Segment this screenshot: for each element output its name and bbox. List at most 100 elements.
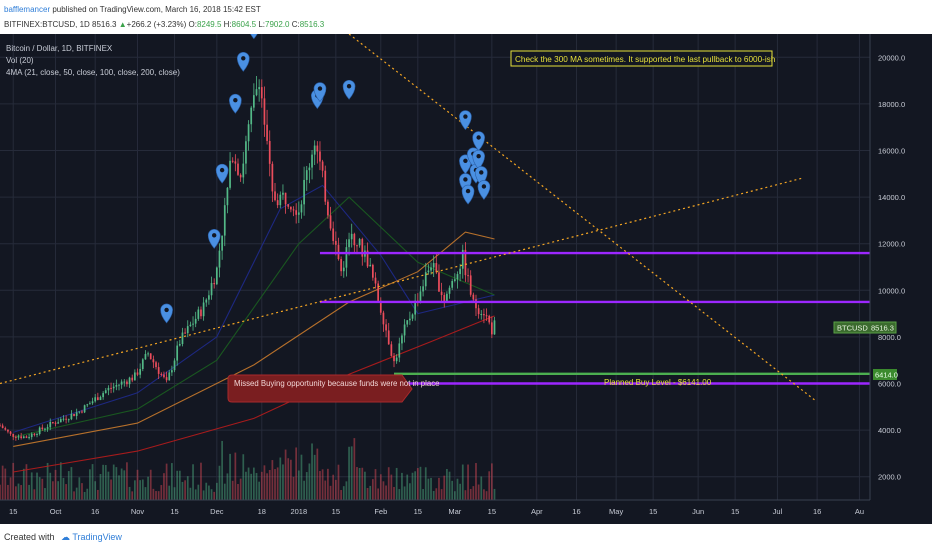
candle-body xyxy=(70,413,73,420)
candle-body xyxy=(395,357,398,362)
volume-bar xyxy=(260,471,263,500)
volume-bar xyxy=(374,469,377,500)
candle-body xyxy=(131,377,134,381)
volume-bar xyxy=(81,483,83,500)
candle-body xyxy=(353,233,356,246)
volume-bar xyxy=(168,485,171,500)
candle-body xyxy=(313,145,316,155)
candle-body xyxy=(215,267,218,285)
chart-area[interactable]: Bitcoin / Dollar, 1D, BITFINEX Vol (20) … xyxy=(0,34,932,524)
volume-bar xyxy=(316,448,319,500)
candle-body xyxy=(78,411,81,413)
author-link[interactable]: bafflemancer xyxy=(4,5,51,14)
volume-bar xyxy=(467,464,469,500)
candle-body xyxy=(155,362,157,368)
tradingview-link[interactable]: TradingView xyxy=(72,532,122,542)
x-tick-label: Au xyxy=(855,507,864,516)
trend-line xyxy=(0,177,802,385)
x-tick-label: Mar xyxy=(448,507,461,516)
candle-body xyxy=(406,320,409,325)
candle-body xyxy=(356,245,358,247)
volume-bar xyxy=(398,489,401,500)
volume-bar xyxy=(229,453,231,500)
candle-body xyxy=(390,344,393,356)
volume-bar xyxy=(342,486,345,500)
y-tick-label: 14000.0 xyxy=(878,193,905,202)
volume-bar xyxy=(258,481,261,500)
candle-body xyxy=(350,233,353,240)
candle-body xyxy=(36,433,38,435)
candle-body xyxy=(361,239,364,257)
volume-bar xyxy=(223,483,226,500)
candle-body xyxy=(488,315,491,323)
volume-bar xyxy=(414,471,417,500)
candle-body xyxy=(107,387,110,391)
event-marker-icon xyxy=(472,131,485,151)
open-value: 8249.5 xyxy=(196,20,222,29)
candle-body xyxy=(472,294,475,300)
candle-body xyxy=(490,322,493,335)
volume-bar xyxy=(200,462,202,500)
x-tick-label: 18 xyxy=(258,507,266,516)
candle-body xyxy=(176,345,179,361)
volume-bar xyxy=(17,483,20,500)
candle-body xyxy=(126,381,128,385)
volume-bar xyxy=(128,486,131,500)
volume-bar xyxy=(65,484,67,500)
price-axis[interactable]: 2000.0 4000.0 6000.0 8000.0 10000.0 12000.0 14… xyxy=(869,34,932,500)
chart-header: bafflemancer published on TradingView.co… xyxy=(0,0,932,34)
volume-bar xyxy=(422,489,424,500)
candle-body xyxy=(237,163,239,175)
volume-bar xyxy=(112,464,115,500)
volume-bar xyxy=(353,438,356,500)
event-marker-icon xyxy=(250,34,258,40)
volume-bar xyxy=(369,485,372,500)
volume-bar xyxy=(102,464,104,500)
tradingview-logo-icon: ☁ xyxy=(61,532,71,542)
close-label: C: xyxy=(291,20,300,29)
candle-body xyxy=(178,343,181,346)
candle-body xyxy=(218,250,221,268)
candle-body xyxy=(20,436,23,439)
x-tick-label: Dec xyxy=(210,507,224,516)
volume-bar xyxy=(493,488,496,500)
event-marker-icon xyxy=(472,149,485,170)
volume-bar xyxy=(218,465,221,500)
level-price-tag: 6414.0 xyxy=(873,369,898,380)
volume-bar xyxy=(171,463,173,500)
volume-bar xyxy=(213,491,216,500)
candle-body xyxy=(102,393,104,398)
candle-body xyxy=(41,427,44,430)
volume-bar xyxy=(469,488,472,500)
price-chart[interactable]: Bitcoin / Dollar, 1D, BITFINEX Vol (20) … xyxy=(0,34,932,524)
x-tick-label: 15 xyxy=(488,507,496,516)
volume-bar xyxy=(205,482,208,500)
volume-bar xyxy=(131,491,134,500)
event-marker-dot xyxy=(317,86,323,91)
x-tick-label: 15 xyxy=(414,507,422,516)
event-marker-dot xyxy=(479,170,484,175)
volume-bar xyxy=(453,491,456,500)
candle-body xyxy=(144,353,147,360)
candle-body xyxy=(342,267,345,272)
volume-bar xyxy=(313,454,316,500)
volume-bar xyxy=(332,474,335,500)
volume-bar xyxy=(152,488,155,500)
candle-body xyxy=(57,422,60,424)
time-axis[interactable]: 15 Oct 16 Nov 15 Dec 18 2018 15 Feb 15 Mar 15 Apr 16 Ma… xyxy=(0,499,932,524)
volume-bar xyxy=(292,476,295,500)
x-tick-label: Nov xyxy=(131,507,145,516)
volume-bar xyxy=(377,488,380,500)
volume-bar xyxy=(385,485,387,500)
candle-body xyxy=(287,204,290,207)
volume-bar xyxy=(49,472,52,500)
volume-bar xyxy=(464,490,467,500)
volume-bar xyxy=(488,471,491,500)
event-marker-icon xyxy=(160,303,173,324)
candle-body xyxy=(371,264,374,278)
volume-bar xyxy=(358,468,361,500)
volume-bar xyxy=(311,443,313,500)
candle-body xyxy=(104,390,107,394)
volume-bar xyxy=(295,447,298,500)
volume-bar xyxy=(149,469,152,500)
